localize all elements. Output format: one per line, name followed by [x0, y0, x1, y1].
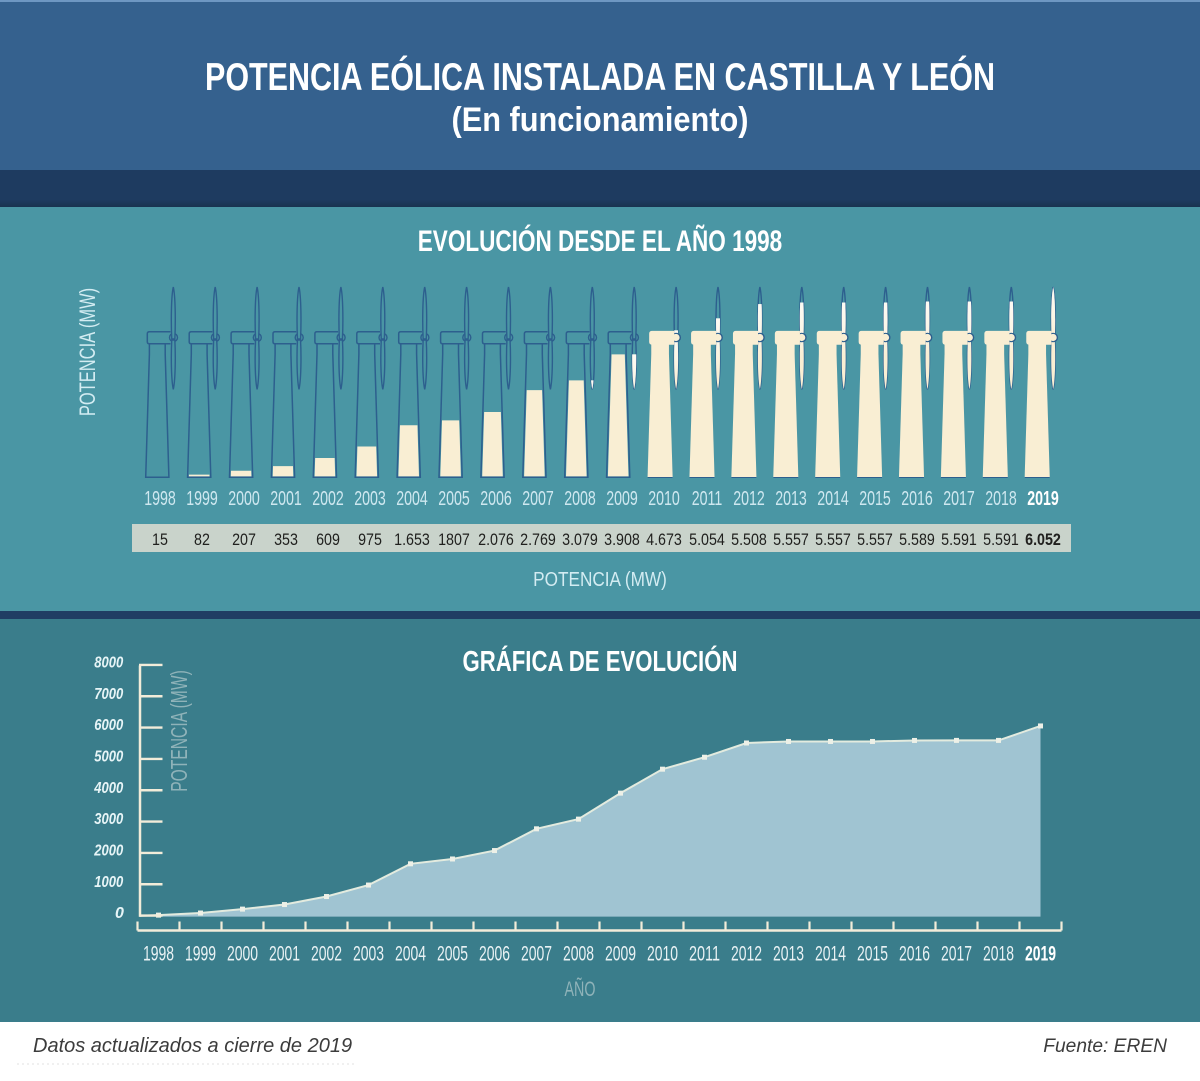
svg-text:2018: 2018: [983, 941, 1014, 965]
svg-text:2013: 2013: [773, 941, 804, 965]
svg-text:2012: 2012: [731, 941, 762, 965]
svg-text:2011: 2011: [689, 941, 720, 965]
svg-text:2006: 2006: [479, 941, 510, 965]
svg-text:2014: 2014: [815, 941, 846, 965]
svg-text:5000: 5000: [94, 749, 123, 766]
svg-text:2017: 2017: [941, 941, 972, 965]
svg-text:2002: 2002: [311, 941, 342, 965]
svg-text:AÑO: AÑO: [565, 976, 596, 1001]
svg-text:1000: 1000: [94, 874, 123, 891]
svg-text:2000: 2000: [227, 941, 258, 965]
svg-text:2016: 2016: [899, 941, 930, 965]
svg-text:2019: 2019: [1025, 941, 1056, 965]
svg-text:6000: 6000: [94, 717, 123, 734]
svg-text:2003: 2003: [353, 941, 384, 965]
svg-text:2001: 2001: [269, 941, 300, 965]
svg-text:2007: 2007: [521, 941, 552, 965]
svg-text:1998: 1998: [143, 941, 174, 965]
svg-text:7000: 7000: [94, 686, 123, 703]
svg-text:2004: 2004: [395, 941, 426, 965]
svg-text:4000: 4000: [93, 780, 123, 797]
svg-text:1999: 1999: [185, 941, 216, 965]
svg-text:2000: 2000: [93, 843, 123, 860]
svg-text:2005: 2005: [437, 941, 468, 965]
svg-text:POTENCIA (MW): POTENCIA (MW): [167, 670, 193, 792]
svg-text:2008: 2008: [563, 941, 594, 965]
svg-text:2015: 2015: [857, 941, 888, 965]
svg-text:3000: 3000: [94, 811, 123, 828]
svg-text:8000: 8000: [94, 655, 123, 672]
svg-text:2009: 2009: [605, 941, 636, 965]
svg-text:0: 0: [115, 905, 124, 922]
svg-text:2010: 2010: [647, 941, 678, 965]
